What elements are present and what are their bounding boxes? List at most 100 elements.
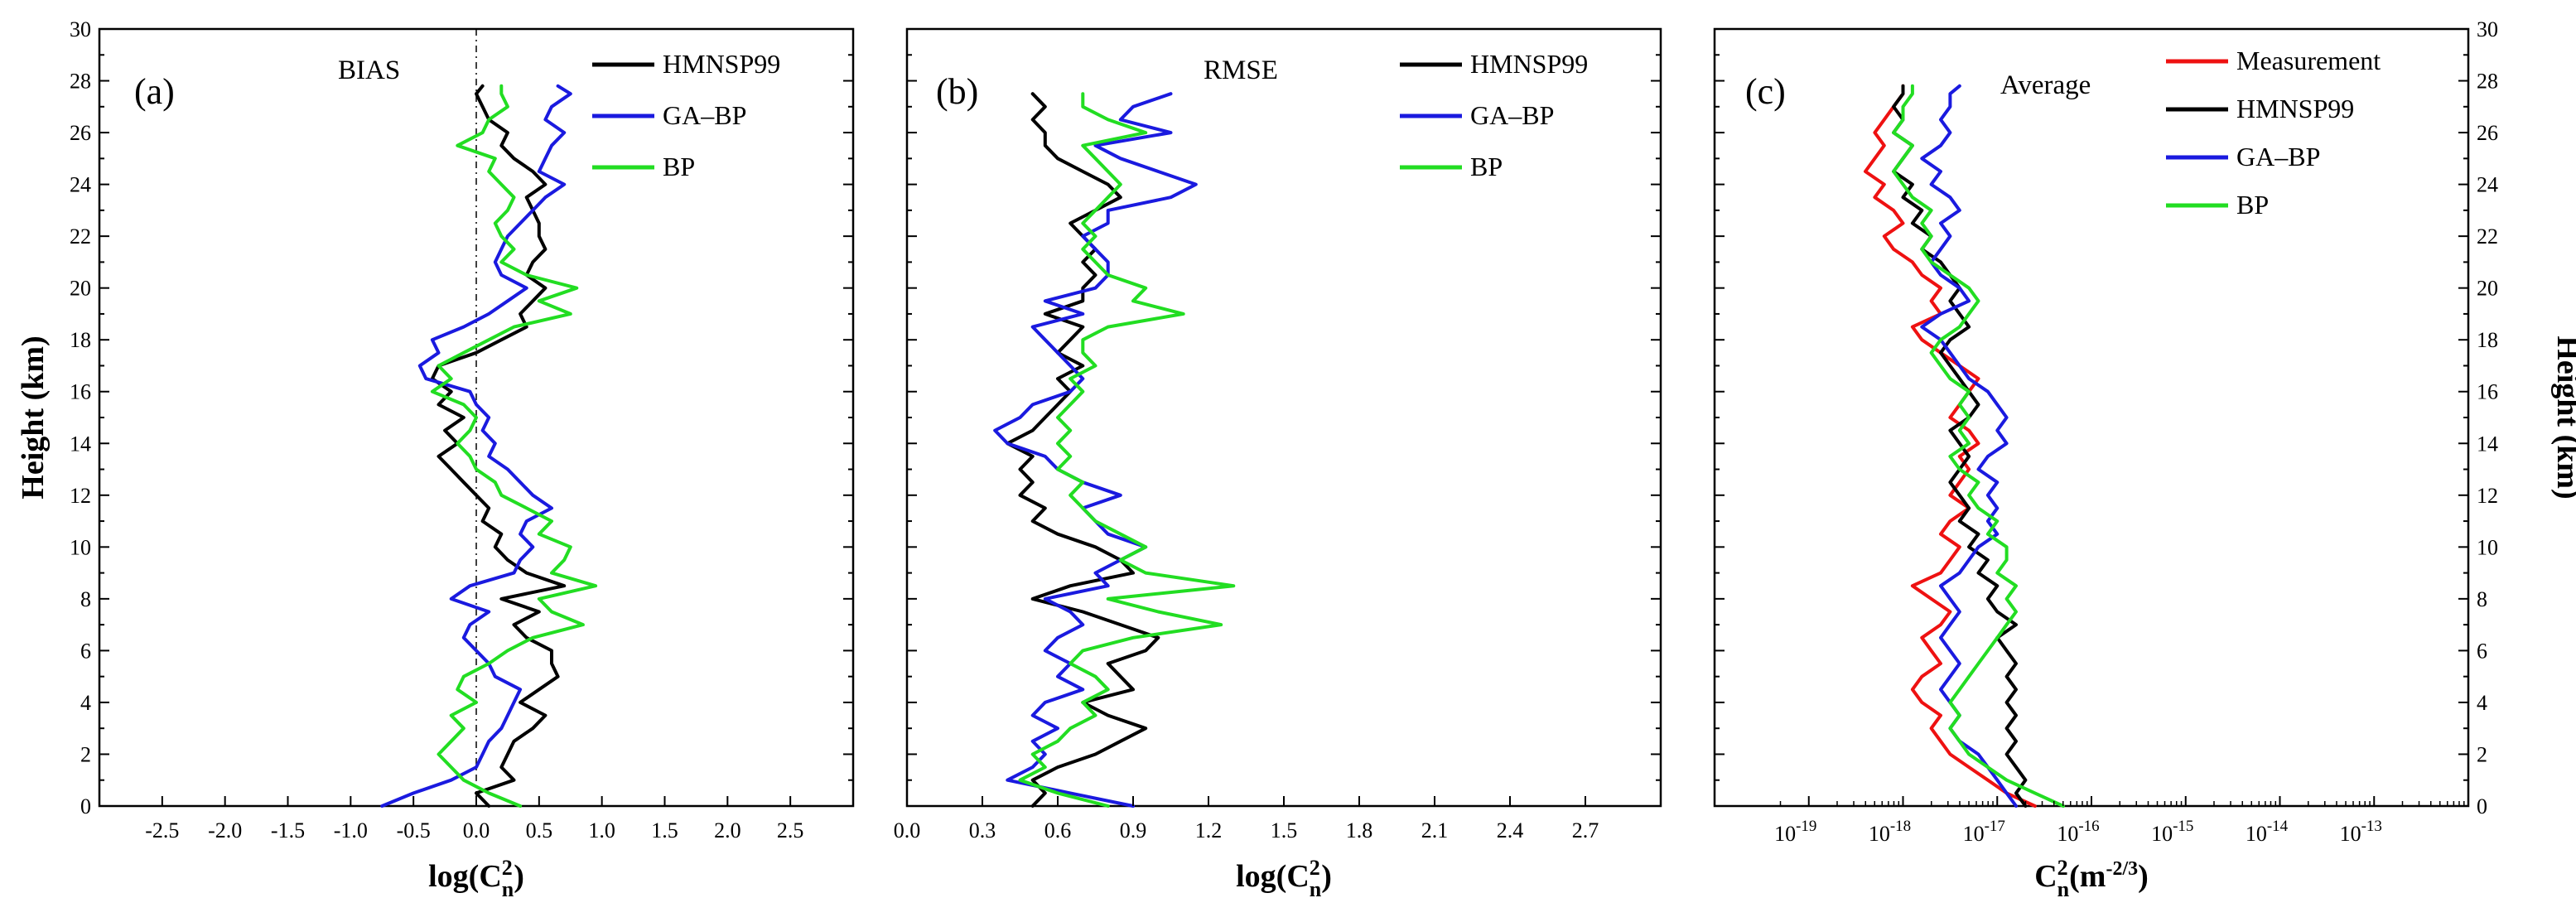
- x-tick-exponent: -16: [2078, 818, 2099, 835]
- legend-label-ga-bp: GA–BP: [2236, 142, 2320, 171]
- x-axis-label-b-main: log(C: [1236, 859, 1310, 894]
- y-tick-label: 4: [80, 691, 91, 715]
- x-tick-label: 1.5: [651, 818, 678, 842]
- x-tick-base: 10: [2057, 822, 2078, 846]
- x-tick-label: 0.3: [969, 818, 996, 842]
- y-tick-label: 18: [70, 328, 91, 352]
- x-tick-base: 10: [1774, 822, 1796, 846]
- panel-b: 0.0 0.3 0.6 0.9 1.2 1.5 1.8 2.1 2.4 2.7 (b) RMSE …: [894, 27, 1662, 901]
- x-tick-exponent: -14: [2267, 818, 2289, 835]
- y-tick-label: 14: [70, 432, 91, 456]
- x-tick-label: -1.5: [271, 818, 305, 842]
- x-tick-label: -0.5: [397, 818, 431, 842]
- y-tick-label: 20: [70, 277, 91, 301]
- y-tick-label: 10: [2477, 535, 2498, 559]
- y-tick-label: 0: [80, 794, 91, 818]
- x-tick-label: 1.0: [588, 818, 615, 842]
- x-axis-label-a-sub: n: [502, 877, 514, 901]
- y-tick-label: 2: [2477, 742, 2487, 766]
- x-tick-exponent: -17: [1985, 818, 2005, 835]
- x-tick-label: 0.0: [894, 818, 921, 842]
- y-tick-label: 14: [2477, 432, 2498, 456]
- y-tick-label: 4: [2477, 691, 2487, 715]
- x-axis-label-c-close: ): [2138, 859, 2149, 894]
- x-axis-label-a-main: log(C: [428, 859, 502, 894]
- legend-label-bp: BP: [2236, 190, 2269, 220]
- x-tick-label: 0.9: [1120, 818, 1147, 842]
- series-line-c-measurement: [1864, 84, 2037, 808]
- y-tick-label: 28: [2477, 70, 2498, 94]
- x-tick-label: 10-15: [2151, 818, 2193, 846]
- y-tick-label: 16: [2477, 380, 2498, 404]
- legend-label-hmnsp99: HMNSP99: [663, 49, 780, 79]
- x-axis-label-c-unit-sup: -2/3: [2106, 858, 2138, 880]
- y-tick-label: 10: [70, 535, 91, 559]
- x-tick-exponent: -13: [2361, 818, 2382, 835]
- y-tick-label: 28: [70, 70, 91, 94]
- plot-frame-c: [1713, 27, 2470, 808]
- x-tick-label: 10-13: [2340, 818, 2382, 846]
- y-tick-label: 24: [2477, 173, 2498, 197]
- x-tick-label: 1.2: [1195, 818, 1223, 842]
- x-axis-label-b: log(C2 n): [1236, 856, 1332, 901]
- x-tick-label: -1.0: [334, 818, 368, 842]
- series-line-c-ga-bp: [1920, 84, 2018, 808]
- x-axis-label-b-end: ): [1321, 859, 1332, 894]
- panel-label-a: (a): [134, 71, 175, 112]
- x-axis-label-c-sub: n: [2057, 877, 2070, 901]
- y-axis-label-right: Height (km): [2550, 335, 2576, 499]
- y-tick-label: 26: [70, 121, 91, 145]
- x-tick-label: 10-17: [1963, 818, 2005, 846]
- series-line-c-hmnsp99: [1892, 84, 2028, 808]
- x-tick-label: 2.7: [1572, 818, 1599, 842]
- y-tick-label: 12: [70, 484, 91, 508]
- y-tick-label: 30: [70, 17, 91, 41]
- panel-c: 10-19 10-18 10-17 10-16 10-15 10-14 10-13 0246…: [1713, 17, 2576, 901]
- x-tick-label: 2.5: [777, 818, 804, 842]
- x-tick-label: 10-19: [1774, 818, 1816, 846]
- x-tick-exponent: -18: [1890, 818, 1911, 835]
- legend-b: HMNSP99 GA–BP BP: [1400, 49, 1588, 181]
- x-tick-base: 10: [1869, 822, 1890, 846]
- x-tick-label: 2.0: [714, 818, 741, 842]
- y-tick-label: 16: [70, 380, 91, 404]
- y-tick-label: 8: [2477, 587, 2487, 611]
- series-line-c-bp: [1892, 84, 2065, 808]
- x-axis-label-a: log(C2 n): [428, 856, 524, 901]
- y-tick-label: 22: [2477, 224, 2498, 249]
- y-tick-label: 24: [70, 173, 91, 197]
- x-tick-label: 2.1: [1421, 818, 1449, 842]
- y-tick-label: 2: [80, 742, 91, 766]
- x-axis-label-a-sup: 2: [502, 856, 513, 880]
- y-tick-label: 8: [80, 587, 91, 611]
- legend-label-hmnsp99: HMNSP99: [2236, 94, 2354, 123]
- x-tick-label: 10-18: [1869, 818, 1911, 846]
- x-tick-exponent: -19: [1796, 818, 1816, 835]
- y-tick-label: 26: [2477, 121, 2498, 145]
- x-axis-label-c-sup: 2: [2057, 856, 2068, 880]
- x-tick-label: -2.0: [208, 818, 242, 842]
- legend-a: HMNSP99 GA–BP BP: [592, 49, 780, 181]
- series-line-b-bp: [1018, 92, 1236, 808]
- x-tick-label: 1.5: [1271, 818, 1298, 842]
- x-tick-base: 10: [2246, 822, 2267, 846]
- y-tick-label: 6: [80, 639, 91, 663]
- x-tick-base: 10: [2340, 822, 2361, 846]
- panel-title-b: RMSE: [1204, 56, 1278, 85]
- legend-c: Measurement HMNSP99 GA–BP BP: [2166, 46, 2381, 220]
- series-line-a-hmnsp99: [430, 84, 567, 808]
- x-tick-label: 2.4: [1497, 818, 1524, 842]
- x-tick-label: 1.8: [1346, 818, 1373, 842]
- panel-a: -2.5 -2.0 -1.5 -1.0 -0.5 0.0 0.5 1.0 1.5 2.0 2.5 0…: [16, 17, 855, 901]
- x-axis-label-c-main: C: [2034, 859, 2057, 894]
- legend-label-measurement: Measurement: [2236, 46, 2381, 75]
- y-tick-label: 18: [2477, 328, 2498, 352]
- x-tick-label: 10-14: [2246, 818, 2289, 846]
- y-tick-label: 6: [2477, 639, 2487, 663]
- x-tick-label: 10-16: [2057, 818, 2099, 846]
- y-tick-label: 20: [2477, 277, 2498, 301]
- x-tick-base: 10: [1963, 822, 1985, 846]
- series-line-a-bp: [430, 84, 598, 808]
- y-tick-label: 22: [70, 224, 91, 249]
